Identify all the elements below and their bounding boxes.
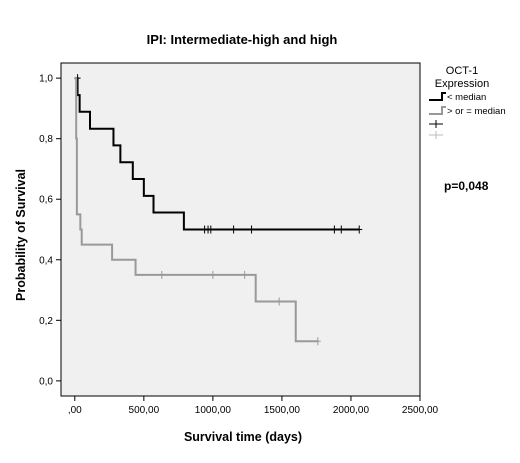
legend-item-2: > or = median bbox=[429, 106, 506, 117]
legend-censor-item-1 bbox=[429, 120, 443, 128]
legend-label: > or = median bbox=[447, 106, 506, 117]
chart-title: IPI: Intermediate-high and high bbox=[147, 32, 338, 47]
y-tick-label: 0,8 bbox=[39, 134, 53, 145]
p-value-annotation: p=0,048 bbox=[444, 179, 489, 193]
censor-mark bbox=[356, 225, 363, 234]
series-layer bbox=[74, 74, 363, 346]
y-tick-label: 1,0 bbox=[39, 74, 53, 85]
x-tick-label: 1500,00 bbox=[264, 405, 301, 416]
legend: < median > or = median bbox=[429, 92, 506, 139]
x-tick-label: ,00 bbox=[68, 405, 82, 416]
legend-title-line2: Expression bbox=[435, 78, 489, 90]
survival-curve-series-1 bbox=[74, 77, 360, 231]
legend-item-1: < median bbox=[429, 92, 486, 103]
y-axis: 0,0 0,2 0,4 0,6 0,8 1,0 bbox=[39, 74, 61, 387]
survival-curve-series-2 bbox=[74, 77, 318, 343]
censor-mark bbox=[207, 225, 214, 234]
censor-mark bbox=[230, 225, 237, 234]
y-tick-label: 0,6 bbox=[39, 195, 53, 206]
legend-censor-item-2 bbox=[429, 131, 443, 139]
y-tick-label: 0,4 bbox=[39, 255, 53, 266]
censor-mark bbox=[241, 270, 248, 279]
censor-mark bbox=[314, 337, 321, 346]
legend-title-line1: OCT-1 bbox=[446, 65, 478, 77]
censor-mark bbox=[248, 225, 255, 234]
censor-mark bbox=[331, 225, 338, 234]
x-axis-label: Survival time (days) bbox=[184, 430, 302, 444]
x-tick-label: 500,00 bbox=[129, 405, 160, 416]
x-tick-label: 2000,00 bbox=[333, 405, 370, 416]
x-tick-label: 2500,00 bbox=[402, 405, 439, 416]
x-tick-label: 1000,00 bbox=[195, 405, 232, 416]
censor-mark bbox=[209, 270, 216, 279]
y-tick-label: 0,0 bbox=[39, 376, 53, 387]
legend-swatch bbox=[429, 106, 446, 115]
y-tick-label: 0,2 bbox=[39, 316, 53, 327]
legend-label: < median bbox=[447, 92, 486, 103]
x-axis: ,00 500,00 1000,00 1500,00 2000,00 2500,00 bbox=[68, 396, 439, 416]
censor-mark bbox=[158, 270, 165, 279]
censor-mark bbox=[276, 297, 283, 306]
legend-swatch bbox=[429, 92, 446, 101]
y-axis-label: Probability of Survival bbox=[14, 169, 28, 301]
censor-mark bbox=[338, 225, 345, 234]
